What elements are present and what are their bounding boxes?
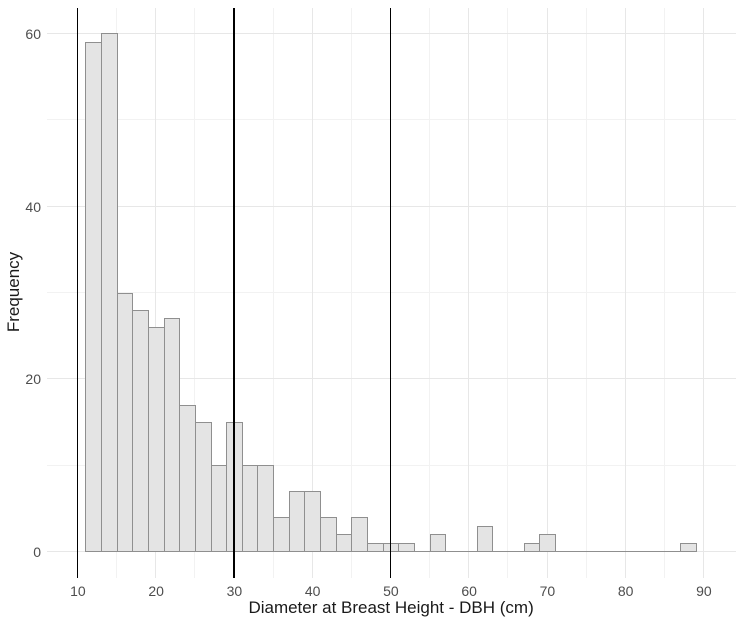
histogram-zero-bin [617,550,635,552]
histogram-zero-bin [445,550,462,552]
histogram-bar [257,465,275,552]
x-axis-title: Diameter at Breast Height - DBH (cm) [248,598,534,617]
x-axis-tick-label: 50 [383,582,399,599]
x-axis-tick-label: 80 [617,582,634,599]
histogram-bar [398,542,415,552]
histogram-bar [100,33,118,552]
histogram-bar [523,542,541,552]
histogram-zero-bin [507,550,525,552]
histogram-bar [116,292,134,552]
histogram-bar [194,422,212,552]
histogram-bar [85,42,102,552]
x-axis-tick-label: 30 [226,582,243,599]
histogram-zero-bin [664,550,682,552]
x-axis-tick-label: 60 [461,582,477,599]
x-major-gridline [155,7,157,578]
x-major-gridline [624,7,626,578]
y-axis-tick-label: 60 [25,25,41,42]
reference-vline [389,7,392,578]
histogram-bar [320,517,337,552]
x-major-gridline [546,7,548,578]
x-axis-tick-label: 40 [304,582,321,599]
histogram-bar [179,404,196,552]
y-axis-tick-label: 20 [25,371,41,388]
histogram-bar [539,534,556,552]
histogram-bar [147,327,165,552]
histogram-zero-bin [601,550,619,552]
x-axis-tick-label: 20 [148,582,164,599]
x-major-gridline [468,7,470,578]
reference-vline [76,7,79,578]
histogram-bar [288,491,306,552]
x-axis-tick-label: 70 [539,582,556,599]
histogram-bar [304,491,322,552]
histogram-bar [367,542,384,552]
histogram-zero-bin [633,550,650,552]
histogram-bar [680,542,697,552]
x-major-gridline [703,7,704,578]
histogram-zero-bin [554,550,572,552]
plot-panel [46,7,736,578]
y-axis-title: Frequency [4,251,23,333]
x-major-gridline [311,7,313,578]
histogram-bar [210,465,228,552]
histogram-zero-bin [570,550,588,552]
histogram-zero-bin [586,550,603,552]
y-axis-tick-label: 0 [33,544,41,561]
histogram-bar [163,318,181,552]
histogram-zero-bin [413,550,431,552]
histogram-zero-bin [492,550,509,552]
histogram-bar [351,517,369,552]
reference-vline [233,7,235,578]
histogram-bar [273,517,290,552]
histogram-zero-bin [648,550,666,552]
histogram-bar [132,309,149,552]
histogram-zero-bin [460,550,478,552]
x-axis-tick-label: 90 [696,582,712,599]
x-axis-tick-label: 10 [70,582,86,599]
histogram-bar [335,534,353,552]
histogram-bar [241,465,259,552]
y-axis-tick-label: 40 [25,198,41,215]
histogram-bar [476,525,494,552]
histogram-bar [429,534,447,552]
